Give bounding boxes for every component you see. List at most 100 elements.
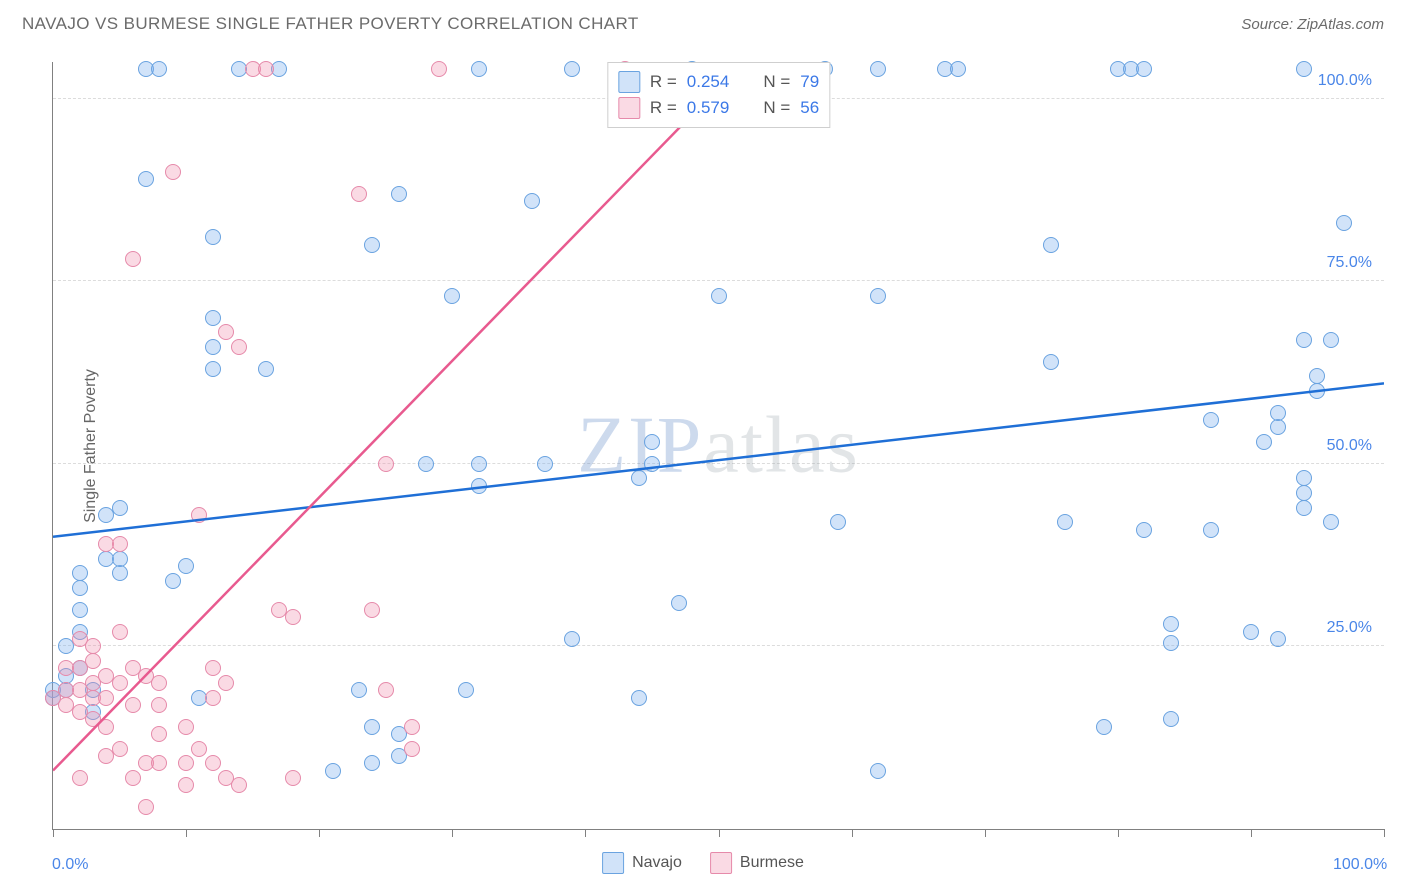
r-value: 0.579 [687,98,730,118]
data-point-navajo [1203,412,1219,428]
n-value: 56 [800,98,819,118]
data-point-navajo [364,237,380,253]
data-point-burmese [218,324,234,340]
data-point-navajo [1336,215,1352,231]
data-point-burmese [285,609,301,625]
legend-label: Navajo [632,854,682,872]
data-point-navajo [1163,711,1179,727]
y-tick-label: 100.0% [1318,72,1372,90]
watermark: ZIPatlas [577,400,860,491]
data-point-navajo [631,470,647,486]
data-point-navajo [112,500,128,516]
data-point-burmese [98,690,114,706]
data-point-burmese [165,164,181,180]
data-point-navajo [1296,500,1312,516]
x-tick [452,829,453,837]
data-point-navajo [1243,624,1259,640]
data-point-burmese [258,61,274,77]
legend-item: Burmese [710,852,804,874]
data-point-navajo [1323,514,1339,530]
data-point-burmese [178,719,194,735]
data-point-navajo [364,755,380,771]
data-point-navajo [644,434,660,450]
data-point-navajo [870,763,886,779]
data-point-navajo [351,682,367,698]
data-point-navajo [205,361,221,377]
data-point-navajo [458,682,474,698]
data-point-navajo [1270,419,1286,435]
data-point-navajo [151,61,167,77]
gridline-h [53,280,1384,281]
y-tick-label: 75.0% [1327,254,1372,272]
data-point-burmese [85,653,101,669]
data-point-navajo [364,719,380,735]
data-point-burmese [205,690,221,706]
trend-lines [53,62,1384,829]
data-point-navajo [112,565,128,581]
data-point-navajo [1163,616,1179,632]
data-point-burmese [72,770,88,786]
data-point-navajo [1043,354,1059,370]
legend-label: Burmese [740,854,804,872]
trend-line-burmese [53,62,1384,771]
data-point-navajo [1057,514,1073,530]
data-point-navajo [524,193,540,209]
data-point-burmese [351,186,367,202]
data-point-navajo [1270,405,1286,421]
data-point-burmese [151,726,167,742]
data-point-navajo [205,339,221,355]
data-point-navajo [205,229,221,245]
source-label: Source: [1241,16,1297,33]
data-point-burmese [125,251,141,267]
data-point-burmese [112,741,128,757]
data-point-navajo [1136,522,1152,538]
data-point-navajo [418,456,434,472]
x-tick [852,829,853,837]
data-point-burmese [205,660,221,676]
data-point-burmese [85,638,101,654]
r-label: R = [650,98,677,118]
data-point-navajo [870,288,886,304]
data-point-burmese [151,697,167,713]
data-point-burmese [285,770,301,786]
data-point-navajo [1296,61,1312,77]
data-point-navajo [950,61,966,77]
scatter-plot: ZIPatlas R =0.254N =79R =0.579N =56 25.0… [52,62,1384,830]
data-point-navajo [325,763,341,779]
data-point-burmese [125,697,141,713]
data-point-burmese [125,770,141,786]
legend-row: R =0.254N =79 [618,69,819,95]
data-point-burmese [151,755,167,771]
chart-header: NAVAJO VS BURMESE SINGLE FATHER POVERTY … [0,0,1406,48]
n-label: N = [763,72,790,92]
data-point-navajo [1096,719,1112,735]
chart-source: Source: ZipAtlas.com [1241,16,1384,33]
data-point-navajo [112,551,128,567]
source-value: ZipAtlas.com [1297,16,1384,33]
legend-swatch [618,71,640,93]
data-point-navajo [471,61,487,77]
trend-line-navajo [53,383,1384,536]
data-point-navajo [537,456,553,472]
x-tick [985,829,986,837]
data-point-navajo [1270,631,1286,647]
data-point-burmese [404,741,420,757]
data-point-navajo [1309,383,1325,399]
data-point-navajo [1136,61,1152,77]
chart-title: NAVAJO VS BURMESE SINGLE FATHER POVERTY … [22,14,639,34]
gridline-h [53,463,1384,464]
legend-swatch [618,97,640,119]
data-point-burmese [191,507,207,523]
data-point-burmese [98,719,114,735]
series-legend: Navajo Burmese [602,852,804,874]
legend-swatch [602,852,624,874]
data-point-navajo [631,690,647,706]
data-point-navajo [1256,434,1272,450]
data-point-burmese [218,675,234,691]
data-point-burmese [431,61,447,77]
data-point-navajo [1323,332,1339,348]
x-tick-label: 0.0% [52,856,88,874]
r-value: 0.254 [687,72,730,92]
x-tick [186,829,187,837]
data-point-navajo [564,631,580,647]
